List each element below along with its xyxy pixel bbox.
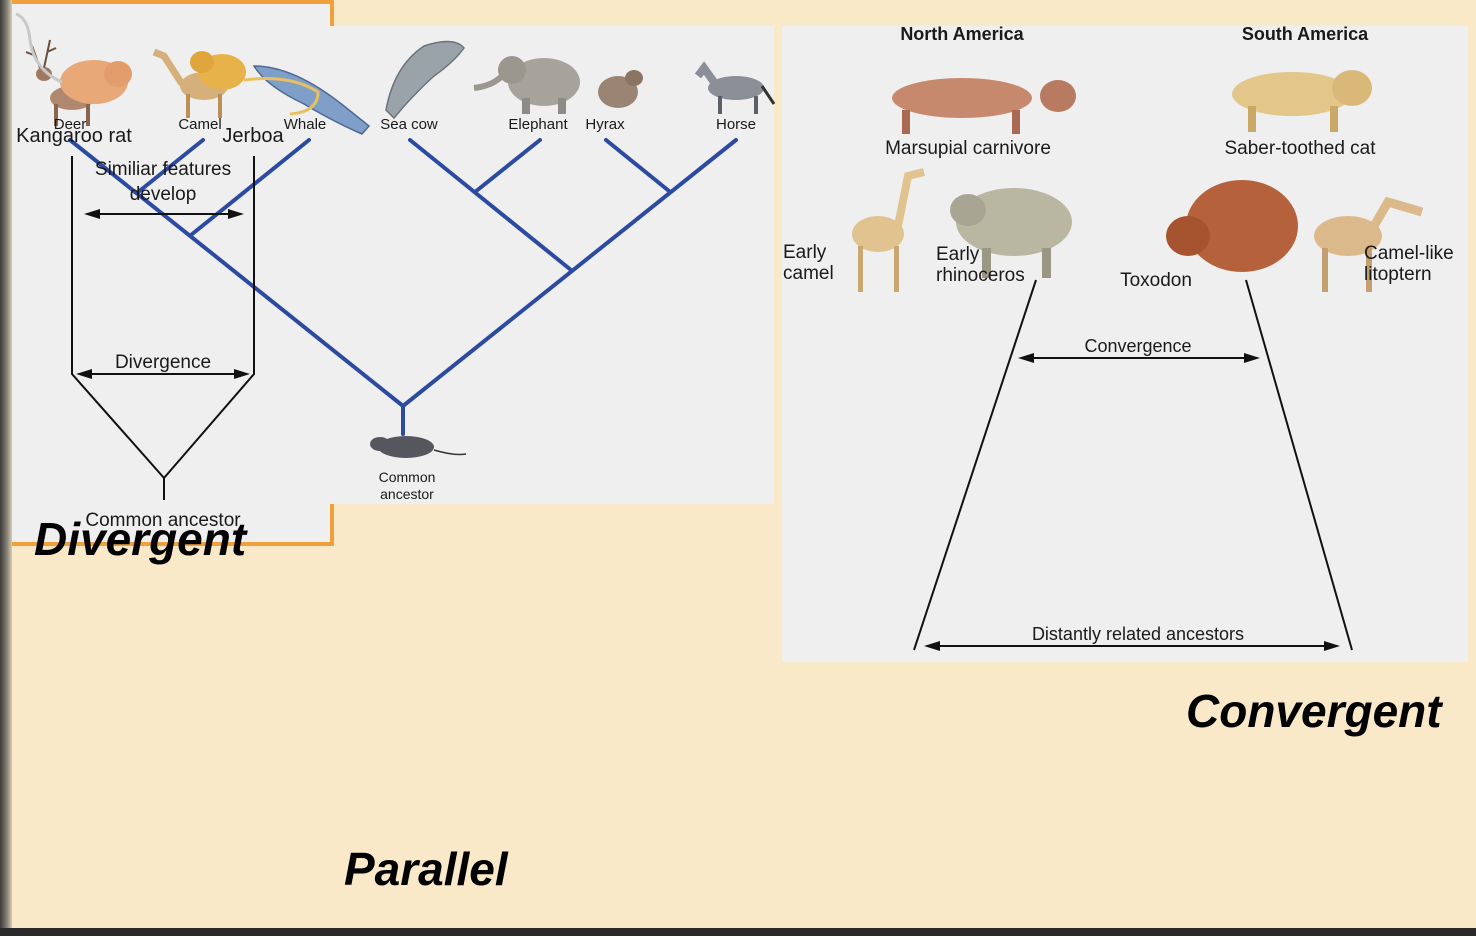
parallel-title: Parallel <box>344 843 508 895</box>
sea-cow-illustration <box>385 40 465 120</box>
kangaroo-rat-label: Kangaroo rat <box>16 125 132 147</box>
saber-toothed-cat-illustration <box>1232 70 1372 132</box>
toxodon-illustration <box>1166 180 1298 272</box>
region-south-america: South America <box>1242 24 1369 44</box>
litoptern-label: litoptern <box>1364 264 1432 285</box>
parallel-diagram: Kangaroo rat Jerboa Similiar features de… <box>15 12 320 531</box>
branch-whale <box>189 138 311 237</box>
animal-label: Whale <box>284 116 327 133</box>
marsupial-carnivore-illustration <box>892 78 1076 134</box>
slide-left-edge <box>0 0 12 936</box>
parallel-left-line <box>71 156 165 500</box>
toxodon-label: Toxodon <box>1120 270 1192 291</box>
branch-camel <box>135 138 205 195</box>
divergent-diagram-panel: Deer Camel Whale Sea cow Elephant Hyrax … <box>14 26 776 504</box>
branch-hyrax <box>604 138 671 193</box>
branch-deer <box>68 138 405 408</box>
divergence-label: Divergence <box>115 352 211 373</box>
similar-features-label: develop <box>130 184 197 205</box>
divergent-title: Divergent <box>34 513 247 565</box>
similar-features-label: Similiar features <box>95 159 231 180</box>
ancestor-label: ancestor <box>380 486 434 502</box>
animal-label: Deer <box>54 116 87 133</box>
early-camel-label: camel <box>783 263 834 284</box>
early-rhinoceros-label: Early <box>936 244 980 265</box>
animal-label: Sea cow <box>380 116 438 133</box>
slide-bottom-edge <box>0 928 1476 936</box>
parallel-diagram-panel: Kangaroo rat Jerboa Similiar features de… <box>0 0 334 546</box>
convergent-right-line <box>1245 279 1353 651</box>
animal-label: Elephant <box>508 116 568 133</box>
marsupial-carnivore-label: Marsupial carnivore <box>885 138 1051 159</box>
early-rhinoceros-illustration <box>950 188 1072 278</box>
jerboa-illustration <box>190 51 320 116</box>
jerboa-label: Jerboa <box>222 125 284 147</box>
animal-label: Camel <box>178 116 221 133</box>
convergent-diagram-panel: North America South America <box>782 24 1468 662</box>
convergence-label: Convergence <box>1084 336 1191 356</box>
convergent-left-line <box>913 279 1037 651</box>
ancestors-label: Distantly related ancestors <box>1032 624 1244 644</box>
early-rhinoceros-label: rhinoceros <box>936 265 1025 286</box>
early-camel-label: Early <box>783 242 827 263</box>
convergent-diagram: North America South America <box>783 24 1454 651</box>
common-ancestor-illustration <box>370 436 467 458</box>
common-ancestor-label: Common ancestor <box>85 510 241 531</box>
branch-elephant <box>473 138 542 194</box>
litoptern-label: Camel-like <box>1364 243 1454 264</box>
region-north-america: North America <box>900 24 1024 44</box>
convergent-title: Convergent <box>1186 685 1442 737</box>
branch-seacow <box>408 138 573 272</box>
elephant-illustration <box>473 56 580 114</box>
parallel-right-line <box>163 156 255 479</box>
hyrax-illustration <box>598 70 643 108</box>
ancestor-label: Common <box>379 469 436 485</box>
early-camel-illustration <box>852 168 925 292</box>
animal-label: Horse <box>716 116 756 133</box>
branch-horse <box>401 138 738 408</box>
camel-like-litoptern-illustration <box>1314 196 1424 292</box>
animal-label: Hyrax <box>585 116 625 133</box>
whale-illustration <box>252 65 371 135</box>
kangaroo-rat-illustration <box>15 12 132 104</box>
saber-toothed-cat-label: Saber-toothed cat <box>1224 138 1376 159</box>
horse-illustration <box>694 61 776 114</box>
